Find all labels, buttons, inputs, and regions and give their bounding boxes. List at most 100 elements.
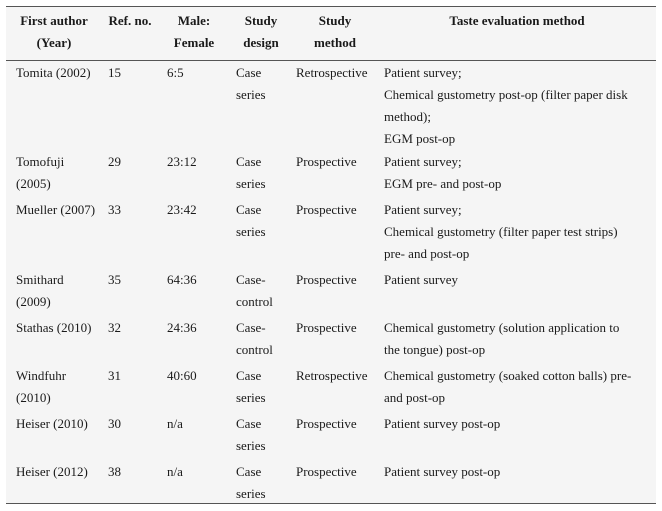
header-text: Female	[173, 35, 215, 50]
cell-text: Patient survey;	[384, 202, 462, 217]
cell-author: Stathas (2010)	[6, 316, 102, 364]
cell-method: Retrospective	[296, 368, 368, 383]
header-text: (Year)	[36, 35, 72, 50]
cell-method: Prospective	[296, 464, 357, 479]
cell-ref: 35	[108, 272, 121, 287]
cell-text: Chemical gustometry post-op (filter pape…	[384, 87, 628, 102]
cell-author: Smithard (2009)	[6, 268, 102, 316]
cell-text: series	[236, 176, 266, 191]
header-first-author: First author (Year)	[6, 7, 102, 61]
cell-author: Tomita (2002)	[6, 61, 102, 151]
cell-taste: Chemical gustometry (solution applicatio…	[378, 316, 656, 364]
cell-ratio: 40:60	[167, 368, 197, 383]
cell-ref: 29	[108, 154, 121, 169]
cell-text: Heiser (2012)	[16, 464, 88, 479]
cell-ratio: 23:42	[167, 202, 197, 217]
table-row: Tomofuji (2005) 29 23:12 Case series Pro…	[6, 150, 656, 198]
cell-text: (2005)	[16, 176, 51, 191]
cell-design: Case- control	[230, 316, 292, 364]
cell-text: Chemical gustometry (filter paper test s…	[384, 224, 618, 239]
cell-design: Case- control	[230, 268, 292, 316]
cell-ref: 33	[108, 202, 121, 217]
header-study-design: Study design	[230, 7, 292, 61]
table-row: Heiser (2012) 38 n/a Case series Prospec…	[6, 460, 656, 508]
cell-text: Patient survey post-op	[384, 464, 501, 479]
cell-text: Windfuhr	[16, 368, 67, 383]
table-row: Windfuhr (2010) 31 40:60 Case series Ret…	[6, 364, 656, 412]
cell-ratio: n/a	[167, 464, 183, 479]
cell-text: Mueller (2007)	[16, 202, 96, 217]
cell-text: Heiser (2010)	[16, 416, 88, 431]
table-row: Smithard (2009) 35 64:36 Case- control P…	[6, 268, 656, 316]
cell-text: Case-	[236, 272, 266, 287]
cell-author: Windfuhr (2010)	[6, 364, 102, 412]
header-study-method: Study method	[292, 7, 378, 61]
cell-ratio: 23:12	[167, 154, 197, 169]
cell-text: method);	[384, 109, 431, 124]
header-text: Study	[244, 13, 278, 28]
cell-text: Patient survey	[384, 272, 459, 287]
cell-ratio: 24:36	[167, 320, 197, 335]
cell-taste: Patient survey; EGM pre- and post-op	[378, 150, 656, 198]
header-ref-no: Ref. no.	[102, 7, 158, 61]
cell-text: series	[236, 390, 266, 405]
cell-taste: Patient survey; Chemical gustometry post…	[378, 61, 656, 151]
header-text: Study	[318, 13, 352, 28]
studies-table: First author (Year) Ref. no. Male: Femal…	[6, 7, 656, 508]
cell-method: Prospective	[296, 416, 357, 431]
header-male-female: Male: Female	[158, 7, 230, 61]
header-text: design	[243, 35, 279, 50]
cell-text: pre- and post-op	[384, 246, 470, 261]
cell-ratio: n/a	[167, 416, 183, 431]
cell-text: Smithard	[16, 272, 64, 287]
table-row: Heiser (2010) 30 n/a Case series Prospec…	[6, 412, 656, 460]
cell-author: Mueller (2007)	[6, 198, 102, 268]
cell-text: Patient survey;	[384, 154, 462, 169]
cell-text: Chemical gustometry (solution applicatio…	[384, 320, 620, 335]
header-text: method	[314, 35, 356, 50]
cell-taste: Patient survey	[378, 268, 656, 316]
header-text: Taste evaluation method	[449, 13, 585, 28]
cell-method: Prospective	[296, 272, 357, 287]
cell-text: control	[236, 342, 273, 357]
cell-text: Patient survey;	[384, 65, 462, 80]
cell-ref: 32	[108, 320, 121, 335]
cell-text: series	[236, 486, 266, 501]
cell-text: series	[236, 87, 266, 102]
cell-text: Case	[236, 416, 262, 431]
cell-text: control	[236, 294, 273, 309]
cell-method: Retrospective	[296, 65, 368, 80]
header-text: Male:	[177, 13, 211, 28]
cell-taste: Patient survey post-op	[378, 460, 656, 508]
cell-design: Case series	[230, 460, 292, 508]
cell-text: (2010)	[16, 390, 51, 405]
cell-author: Heiser (2010)	[6, 412, 102, 460]
cell-design: Case series	[230, 364, 292, 412]
cell-text: series	[236, 224, 266, 239]
cell-design: Case series	[230, 61, 292, 151]
table-header-row: First author (Year) Ref. no. Male: Femal…	[6, 7, 656, 61]
cell-text: EGM pre- and post-op	[384, 176, 502, 191]
studies-table-container: First author (Year) Ref. no. Male: Femal…	[6, 6, 656, 504]
cell-author: Tomofuji (2005)	[6, 150, 102, 198]
cell-text: Tomofuji	[16, 154, 65, 169]
cell-author: Heiser (2012)	[6, 460, 102, 508]
cell-method: Prospective	[296, 320, 357, 335]
cell-taste: Patient survey post-op	[378, 412, 656, 460]
cell-text: and post-op	[384, 390, 446, 405]
cell-design: Case series	[230, 150, 292, 198]
cell-text: Case	[236, 464, 262, 479]
cell-method: Prospective	[296, 202, 357, 217]
cell-text: Case	[236, 154, 262, 169]
cell-text: Case	[236, 202, 262, 217]
cell-text: (2009)	[16, 294, 51, 309]
cell-design: Case series	[230, 412, 292, 460]
cell-text: Case-	[236, 320, 266, 335]
cell-method: Prospective	[296, 154, 357, 169]
cell-text: Chemical gustometry (soaked cotton balls…	[384, 368, 632, 383]
cell-text: EGM post-op	[384, 131, 456, 146]
cell-text: Case	[236, 65, 262, 80]
header-text: Ref. no.	[108, 13, 152, 28]
table-row: Mueller (2007) 33 23:42 Case series Pros…	[6, 198, 656, 268]
cell-text: series	[236, 438, 266, 453]
